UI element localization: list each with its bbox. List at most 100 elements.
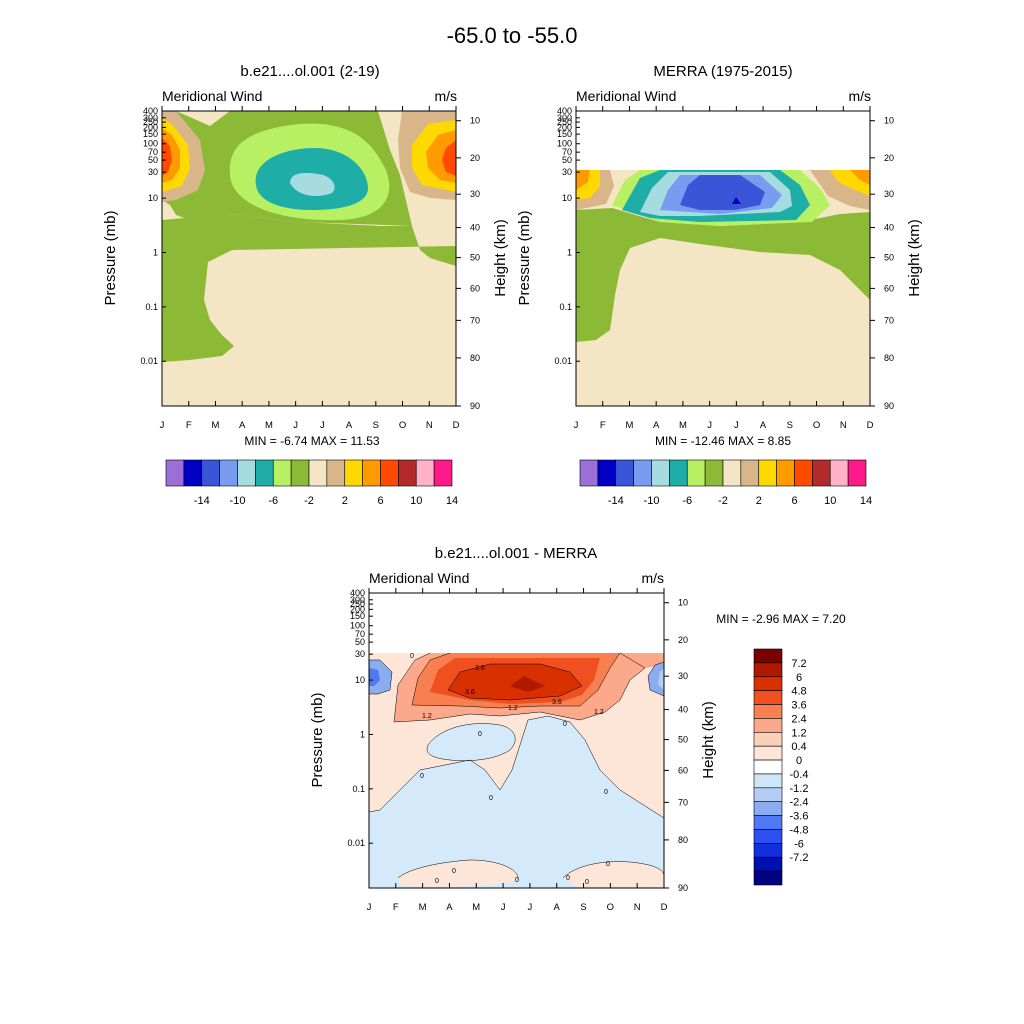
- month-tick-label: M: [211, 420, 219, 431]
- colorbar-swatch: [753, 704, 783, 719]
- colorbar-label: -0.4: [790, 769, 809, 781]
- height-tick-label: 30: [678, 671, 688, 681]
- contour-line-2-4: [411, 652, 621, 709]
- contour-label: 0: [435, 878, 439, 885]
- month-tick-label: J: [367, 902, 372, 913]
- panel-difference-minmax: MIN = -2.96 MAX = 7.20: [716, 612, 846, 626]
- colorbar-swatch: [740, 459, 760, 487]
- colorbar-swatch: [290, 459, 310, 487]
- height-tick-label: 90: [470, 401, 480, 411]
- colorbar-swatch: [753, 690, 783, 705]
- pressure-tick-label: 0.01: [347, 838, 365, 848]
- colorbar-label: -3.6: [790, 811, 809, 823]
- colorbar-label: -6: [682, 495, 692, 507]
- pressure-tick-label: 100: [557, 139, 572, 149]
- region-orange-left: [576, 170, 590, 190]
- month-tick-label: S: [787, 420, 793, 431]
- pressure-tick-label: 200: [143, 122, 158, 132]
- pressure-tick-label: 300: [143, 113, 158, 123]
- contour-label: 0: [606, 861, 610, 868]
- pressure-tick-label: 0.1: [145, 302, 158, 312]
- pressure-tick-label: 300: [350, 595, 365, 605]
- panel-model-variable: Meridional Wind: [162, 88, 262, 104]
- contour-label: 0: [478, 731, 482, 738]
- height-tick-label: 80: [470, 353, 480, 363]
- colorbar-swatch: [704, 459, 724, 487]
- contour-label: 1.2: [594, 709, 604, 716]
- height-tick-label: 90: [678, 883, 688, 893]
- month-tick-label: F: [393, 902, 399, 913]
- month-tick-label: J: [160, 420, 165, 431]
- colorbar-swatch: [165, 459, 185, 487]
- colorbar-swatch: [812, 459, 831, 487]
- colorbar-swatch: [753, 787, 783, 803]
- month-tick-label: J: [320, 420, 325, 431]
- month-tick-label: J: [707, 420, 712, 431]
- colorbar-label: -14: [608, 495, 624, 507]
- panel-merra-frame: [575, 110, 871, 407]
- colorbar-swatch: [829, 459, 849, 487]
- panel-merra-ylabel: Pressure (mb): [516, 210, 533, 305]
- panel-merra-ylabel-right: Height (km): [906, 219, 923, 297]
- region-pale-bottom-right: [563, 861, 664, 888]
- colorbar-swatch: [758, 459, 777, 487]
- month-tick-label: J: [293, 420, 298, 431]
- contour-label: 3.6: [552, 699, 562, 706]
- colorbar-swatch: [362, 459, 381, 487]
- region-nodata-top: [576, 111, 870, 170]
- colorbar-swatch: [237, 459, 256, 487]
- colorbar-swatch: [753, 759, 783, 775]
- height-tick-label: 60: [678, 765, 688, 775]
- month-tick-label: M: [265, 420, 273, 431]
- height-tick-label: 20: [678, 635, 688, 645]
- month-tick-label: O: [607, 902, 614, 913]
- pressure-tick-label: 1: [360, 729, 365, 739]
- pressure-tick-label: 150: [557, 129, 572, 139]
- month-tick-label: S: [580, 902, 586, 913]
- pressure-tick-label: 50: [562, 155, 572, 165]
- month-tick-label: J: [528, 902, 533, 913]
- panel-merra-height-axis: 90 80 70 60 50 40 30 20 10: [870, 116, 894, 411]
- pressure-tick-label: 100: [350, 621, 365, 631]
- month-tick-label: A: [554, 902, 561, 913]
- month-tick-label: A: [446, 902, 453, 913]
- panel-model-title: b.e21....ol.001 (2-19): [240, 63, 379, 80]
- contour-line-zero-bottom-right: [562, 861, 664, 879]
- colorbar-swatch: [415, 459, 435, 487]
- colorbar-label: -10: [644, 495, 660, 507]
- height-tick-label: 60: [470, 283, 480, 293]
- colorbar-label: 0.4: [791, 741, 806, 753]
- colorbar-swatch: [201, 459, 220, 487]
- pressure-tick-label: 250: [143, 117, 158, 127]
- month-tick-label: F: [600, 420, 606, 431]
- colorbar-swatch: [722, 459, 742, 487]
- month-tick-label: D: [867, 420, 874, 431]
- panel-difference-ylabel-right: Height (km): [700, 701, 717, 779]
- colorbar-swatch: [753, 856, 783, 872]
- colorbar-label: 6: [796, 672, 802, 684]
- panel-model-contour-fill: [162, 111, 456, 406]
- contour-label: 0: [566, 875, 570, 882]
- month-tick-label: D: [453, 420, 460, 431]
- pressure-tick-label: 150: [143, 129, 158, 139]
- contour-line-3-6: [447, 663, 583, 701]
- pressure-tick-label: 50: [148, 155, 158, 165]
- region-pale-bottom-left: [398, 860, 519, 887]
- region-olive-lower: [576, 208, 870, 342]
- month-tick-label: A: [653, 420, 660, 431]
- colorbar-swatch: [669, 459, 688, 487]
- pressure-tick-label: 30: [562, 167, 572, 177]
- colorbar-swatch: [219, 459, 238, 487]
- height-tick-label: 90: [884, 401, 894, 411]
- region-darkred-peak: [510, 676, 545, 692]
- panel-model-units: m/s: [434, 88, 457, 104]
- pressure-tick-label: 400: [557, 106, 572, 116]
- contour-label: 3.6: [475, 665, 485, 672]
- height-tick-label: 10: [678, 598, 688, 608]
- pressure-tick-label: 50: [355, 637, 365, 647]
- colorbar-swatch: [272, 459, 292, 487]
- contour-label: 0: [489, 795, 493, 802]
- colorbar-label: 6: [791, 495, 797, 507]
- contour-label: 0: [420, 773, 424, 780]
